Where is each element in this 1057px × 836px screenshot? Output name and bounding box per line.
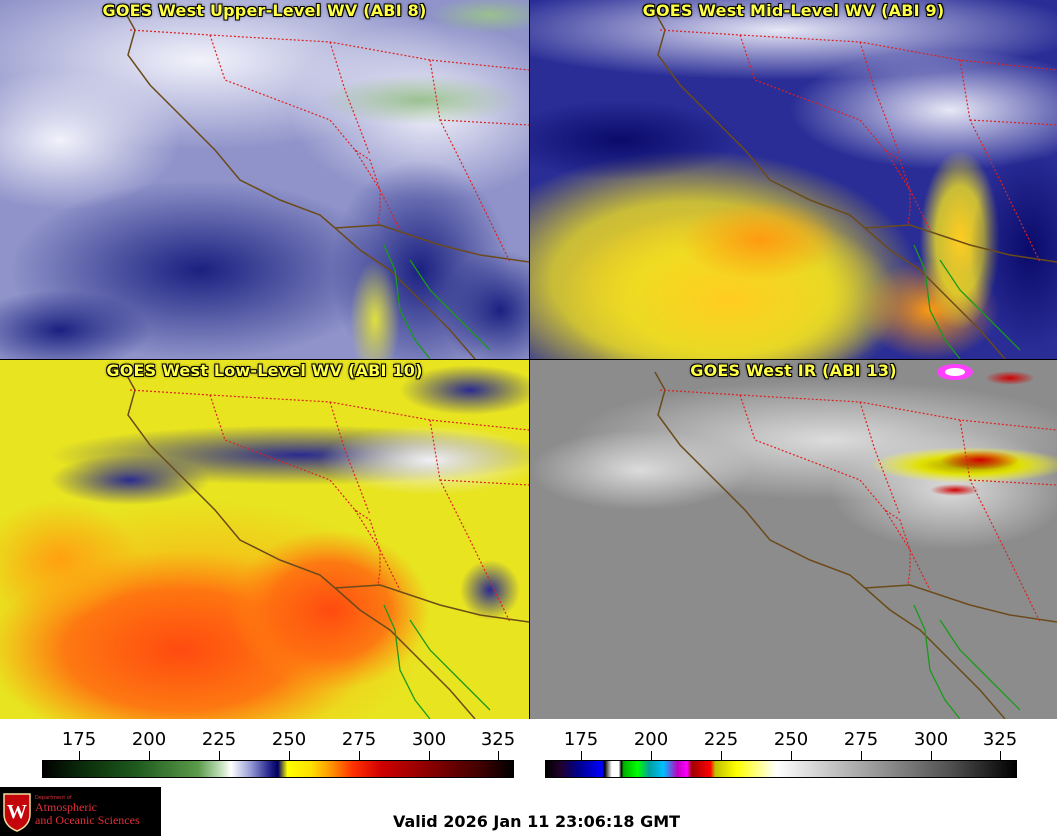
low-level-overlay bbox=[124, 371, 529, 719]
tick-mark bbox=[219, 751, 220, 760]
ir-image bbox=[530, 360, 1057, 719]
colorbar-wv-tick-label: 200 bbox=[131, 729, 167, 750]
colorbar-ir-tick-marks bbox=[0, 751, 1057, 760]
colorbar-wv-tick-label: 250 bbox=[271, 729, 307, 750]
panel-mid-level-wv: GOES West Mid-Level WV (ABI 9) bbox=[530, 0, 1057, 359]
colorbar-ir-tick-label: 325 bbox=[982, 729, 1018, 750]
tick-mark bbox=[289, 751, 290, 760]
panel-divider-horizontal bbox=[0, 359, 1057, 360]
upper-level-wv-image bbox=[0, 0, 529, 359]
panel-ir: GOES West IR (ABI 13) bbox=[530, 360, 1057, 719]
panel-title-upper-level: GOES West Upper-Level WV (ABI 8) bbox=[102, 1, 427, 20]
tick-mark bbox=[721, 751, 722, 760]
colorbar-ir bbox=[545, 760, 1017, 778]
colorbar-ir-tick-label: 175 bbox=[563, 729, 599, 750]
colorbar-wv-tick-label: 175 bbox=[61, 729, 97, 750]
colorbar-ir-tick-label: 275 bbox=[843, 729, 879, 750]
tick-mark bbox=[359, 751, 360, 760]
colorbar-ir-tick-label: 250 bbox=[773, 729, 809, 750]
logo-line-2: and Oceanic Sciences bbox=[35, 813, 140, 827]
colorbar-wv bbox=[42, 760, 514, 778]
panel-title-mid-level: GOES West Mid-Level WV (ABI 9) bbox=[642, 1, 945, 20]
valid-time: Valid 2026 Jan 11 23:06:18 GMT bbox=[393, 812, 681, 831]
colorbar-wv-tick-label: 325 bbox=[480, 729, 516, 750]
tick-mark bbox=[429, 751, 430, 760]
tick-mark bbox=[1000, 751, 1001, 760]
panel-low-level-wv: GOES West Low-Level WV (ABI 10) bbox=[0, 360, 529, 719]
uw-seal-icon: W bbox=[3, 793, 31, 832]
upper-level-overlay bbox=[124, 11, 529, 359]
panel-upper-level-wv: GOES West Upper-Level WV (ABI 8) bbox=[0, 0, 529, 359]
panel-title-low-level: GOES West Low-Level WV (ABI 10) bbox=[106, 361, 423, 380]
tick-mark bbox=[791, 751, 792, 760]
panel-title-ir: GOES West IR (ABI 13) bbox=[690, 361, 897, 380]
mid-level-wv-image bbox=[530, 0, 1057, 359]
colorbar-ir-tick-label: 300 bbox=[913, 729, 949, 750]
tick-mark bbox=[149, 751, 150, 760]
tick-mark bbox=[651, 751, 652, 760]
mid-level-overlay bbox=[654, 11, 1057, 359]
tick-mark bbox=[581, 751, 582, 760]
tick-mark bbox=[498, 751, 499, 760]
tick-mark bbox=[79, 751, 80, 760]
tick-mark bbox=[861, 751, 862, 760]
colorbar-ir-tick-label: 225 bbox=[703, 729, 739, 750]
aos-logo: W Department of Atmospheric and Oceanic … bbox=[0, 787, 161, 836]
colorbar-wv-tick-label: 225 bbox=[201, 729, 237, 750]
colorbar-wv-tick-label: 275 bbox=[341, 729, 377, 750]
colorbar-wv-tick-marks bbox=[0, 751, 529, 760]
logo-line-1: Atmospheric bbox=[35, 800, 97, 814]
logo-dept-text: Department of bbox=[35, 795, 72, 801]
tick-mark bbox=[931, 751, 932, 760]
seal-letter: W bbox=[7, 801, 27, 823]
ir-overlay bbox=[654, 371, 1057, 719]
colorbar-ir-tick-label: 200 bbox=[633, 729, 669, 750]
colorbar-wv-tick-label: 300 bbox=[411, 729, 447, 750]
